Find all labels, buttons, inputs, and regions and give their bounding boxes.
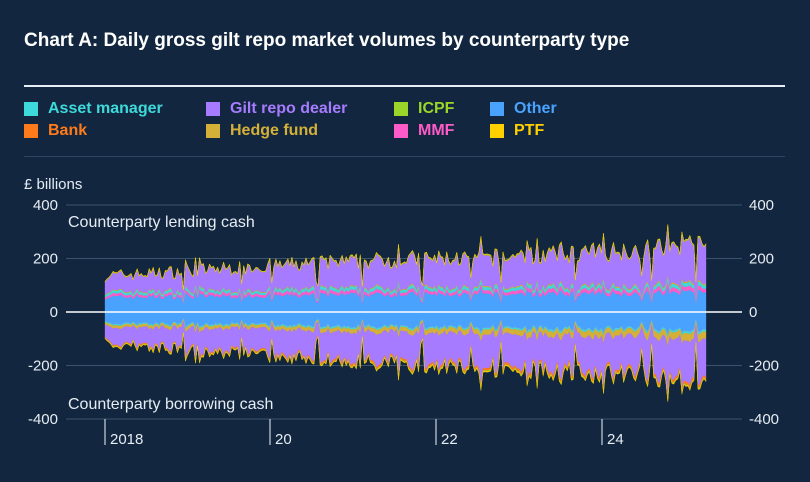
y-tick-label-left: 200 (33, 251, 58, 268)
title-divider (24, 85, 785, 87)
legend-item-mmf: MMF (394, 122, 454, 140)
legend-swatch (490, 124, 504, 138)
legend-item-asset-manager: Asset manager (24, 100, 163, 118)
legend-label: Gilt repo dealer (230, 100, 348, 117)
area-ptf-borrowing (104, 332, 707, 403)
legend-label: Hedge fund (230, 122, 318, 139)
legend-swatch (490, 102, 504, 116)
legend-label: Bank (48, 122, 88, 139)
y-axis-label: £ billions (24, 176, 82, 193)
legend-item-gilt-repo-dealer: Gilt repo dealer (206, 100, 347, 118)
legend-swatch (394, 102, 408, 116)
legend-item-other: Other (490, 100, 557, 118)
legend: Asset manager Bank Gilt repo dealer Hedg… (24, 100, 784, 146)
y-tick-label-left: 0 (50, 304, 58, 321)
x-tick-label: 20 (275, 431, 292, 448)
legend-swatch (206, 124, 220, 138)
legend-label: MMF (418, 122, 455, 139)
y-tick-label-right: 400 (749, 197, 774, 214)
legend-swatch (24, 102, 38, 116)
x-tick-label: 24 (607, 431, 624, 448)
legend-item-icpf: ICPF (394, 100, 454, 118)
y-tick-label-right: 0 (749, 304, 757, 321)
legend-item-bank: Bank (24, 122, 87, 140)
annotation-lending: Counterparty lending cash (68, 214, 255, 231)
annotation-borrowing: Counterparty borrowing cash (68, 396, 273, 413)
y-tick-label-left: -400 (28, 411, 58, 428)
y-tick-label-right: 200 (749, 251, 774, 268)
y-tick-label-left: 400 (33, 197, 58, 214)
legend-swatch (206, 102, 220, 116)
chart-title: Chart A: Daily gross gilt repo market vo… (24, 30, 630, 51)
y-tick-label-left: -200 (28, 358, 58, 375)
y-tick-label-right: -200 (749, 358, 779, 375)
legend-label: PTF (514, 122, 545, 139)
legend-item-ptf: PTF (490, 122, 544, 140)
legend-label: Asset manager (48, 100, 163, 117)
legend-label: ICPF (418, 100, 455, 117)
legend-label: Other (514, 100, 557, 117)
x-tick-label: 2018 (110, 431, 143, 448)
x-tick-label: 22 (441, 431, 458, 448)
legend-swatch (24, 124, 38, 138)
area-ptf-lending (104, 224, 707, 290)
legend-item-hedge-fund: Hedge fund (206, 122, 318, 140)
y-tick-label-right: -400 (749, 411, 779, 428)
legend-swatch (394, 124, 408, 138)
legend-divider (24, 156, 785, 157)
